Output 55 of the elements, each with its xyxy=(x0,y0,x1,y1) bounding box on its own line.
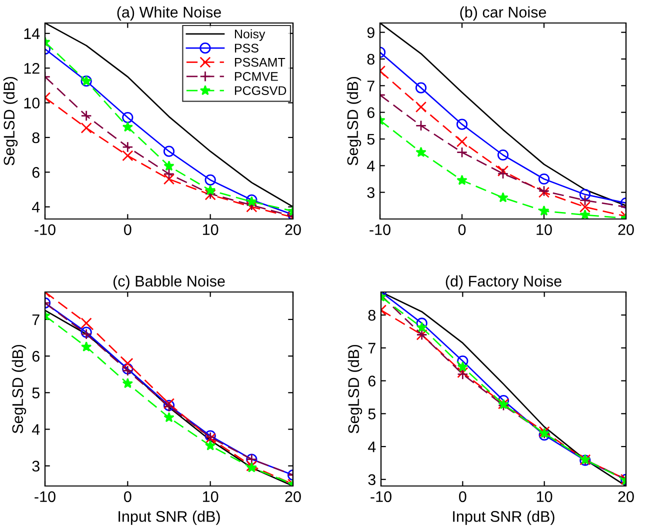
x-tick-label: 10 xyxy=(537,491,552,502)
y-tick-label: 8 xyxy=(367,54,374,65)
legend-label: PCGSVD xyxy=(234,86,286,96)
x-tick-label: 10 xyxy=(203,224,218,236)
chart-title: (b) car Noise xyxy=(460,6,546,21)
chart-title: (a) White Noise xyxy=(117,6,221,21)
y-axis-title: SegLSD (dB) xyxy=(348,344,362,434)
y-tick-label: 8 xyxy=(368,310,376,321)
x-axis-title: Input SNR (dB) xyxy=(453,510,554,525)
x-tick-label: 20 xyxy=(618,491,634,502)
x-tick-label: -10 xyxy=(370,491,392,502)
legend-label: PSS xyxy=(234,44,258,53)
y-tick-label: 6 xyxy=(368,376,376,386)
x-tick-label: 10 xyxy=(536,224,552,236)
x-tick-label: -10 xyxy=(34,224,56,236)
y-tick-label: 6 xyxy=(367,107,374,118)
y-tick-label: 3 xyxy=(367,187,374,198)
y-axis-title: SegLSD (dB) xyxy=(3,76,18,166)
y-axis-title: SegLSD (dB) xyxy=(346,76,362,166)
y-tick-label: 7 xyxy=(368,342,376,354)
y-tick-label: 9 xyxy=(367,27,374,38)
chart-title: (c) Babble Noise xyxy=(113,275,225,290)
legend-label: PSSAMT xyxy=(234,58,286,67)
y-tick-label: 5 xyxy=(368,408,376,420)
x-tick-label: 0 xyxy=(459,491,466,502)
x-axis-title: Input SNR (dB) xyxy=(118,510,220,525)
x-tick-label: -10 xyxy=(34,491,56,502)
y-tick-label: 6 xyxy=(32,167,40,178)
y-tick-label: 4 xyxy=(32,202,40,212)
legend-label: PCMVE xyxy=(234,72,278,81)
y-tick-label: 7 xyxy=(32,314,40,325)
x-tick-label: 10 xyxy=(203,491,218,502)
legend-label: Noisy xyxy=(234,29,266,41)
y-tick-label: 5 xyxy=(32,388,40,398)
y-tick-label: 5 xyxy=(367,134,374,145)
x-tick-label: 20 xyxy=(285,491,301,502)
y-tick-label: 10 xyxy=(24,98,40,108)
y-tick-label: 7 xyxy=(367,80,374,92)
y-tick-label: 14 xyxy=(24,28,40,39)
y-tick-label: 8 xyxy=(32,132,40,144)
chart-title: (d) Factory Noise xyxy=(446,275,562,290)
y-tick-label: 4 xyxy=(366,160,375,172)
x-tick-label: 0 xyxy=(458,224,466,236)
x-tick-label: -10 xyxy=(370,224,390,236)
y-tick-label: 4 xyxy=(368,442,376,452)
x-tick-label: 20 xyxy=(618,224,634,236)
x-tick-label: 0 xyxy=(124,224,132,236)
y-tick-label: 6 xyxy=(32,350,40,362)
y-axis-title: SegLSD (dB) xyxy=(12,344,26,434)
y-tick-label: 12 xyxy=(24,62,40,74)
y-tick-label: 3 xyxy=(32,460,40,472)
y-tick-label: 3 xyxy=(368,474,376,486)
y-tick-label: 4 xyxy=(32,424,40,435)
x-tick-label: 20 xyxy=(285,224,301,236)
x-tick-label: 0 xyxy=(124,491,132,502)
